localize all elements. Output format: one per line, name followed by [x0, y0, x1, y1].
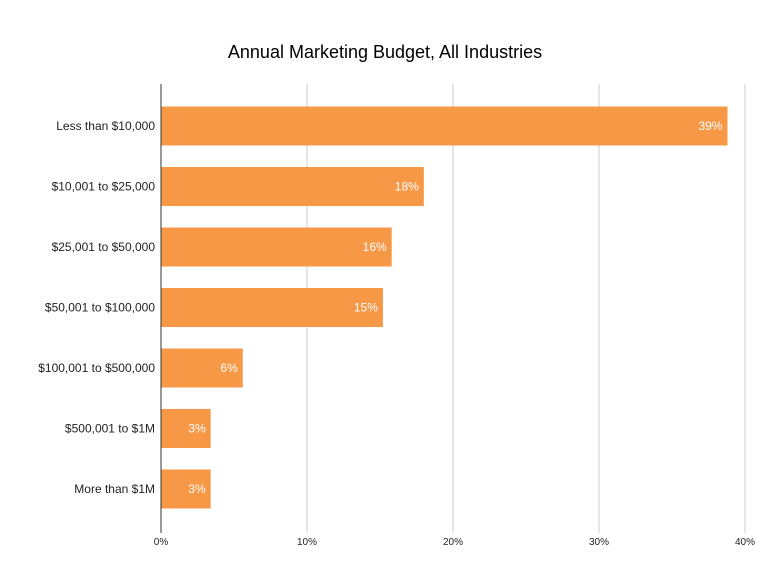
chart-title: Annual Marketing Budget, All Industries: [228, 42, 542, 62]
data-label: 16%: [363, 240, 387, 254]
bar: [161, 106, 728, 146]
bar: [161, 348, 243, 388]
x-axis-ticks: 0% 10% 20% 30% 40%: [154, 537, 755, 548]
bar: [161, 227, 392, 267]
data-labels: 39% 18% 16% 15% 6% 3% 3%: [188, 119, 723, 496]
bars: [161, 106, 728, 509]
category-label: $50,001 to $100,000: [45, 301, 155, 315]
category-label: Less than $10,000: [56, 119, 155, 133]
data-label: 39%: [698, 119, 722, 133]
category-label: $10,001 to $25,000: [52, 180, 156, 194]
bar: [161, 288, 383, 327]
x-tick-label: 10%: [297, 537, 317, 548]
data-label: 3%: [188, 482, 206, 496]
data-label: 3%: [188, 422, 206, 436]
x-tick-label: 0%: [154, 537, 169, 548]
data-label: 15%: [354, 301, 378, 315]
data-label: 18%: [395, 180, 419, 194]
category-label: More than $1M: [74, 482, 155, 496]
category-label: $500,001 to $1M: [65, 422, 155, 436]
category-labels: Less than $10,000 $10,001 to $25,000 $25,0…: [38, 119, 155, 496]
bar: [161, 409, 211, 448]
data-label: 6%: [220, 361, 238, 375]
category-label: $25,001 to $50,000: [52, 240, 156, 254]
x-tick-label: 40%: [735, 537, 755, 548]
bar: [161, 469, 211, 509]
x-tick-label: 20%: [443, 537, 463, 548]
x-tick-label: 30%: [589, 537, 609, 548]
category-label: $100,001 to $500,000: [38, 361, 155, 375]
bar: [161, 167, 424, 206]
